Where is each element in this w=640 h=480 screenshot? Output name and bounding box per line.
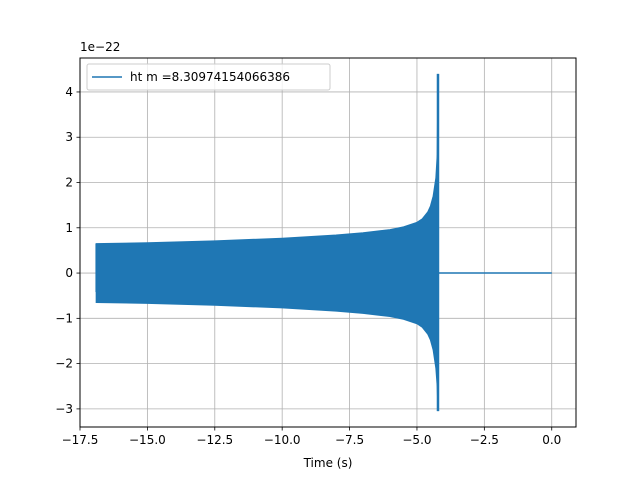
x-tick-label: −2.5 <box>470 433 499 447</box>
x-tick-label: 0.0 <box>542 433 561 447</box>
x-tick-label: −17.5 <box>62 433 99 447</box>
y-tick-label: −1 <box>55 311 73 325</box>
y-tick-label: −2 <box>55 357 73 371</box>
series-layer <box>95 73 552 412</box>
y-offset-label: 1e−22 <box>80 40 120 54</box>
x-tick-label: −12.5 <box>196 433 233 447</box>
axes-frame <box>79 57 577 428</box>
y-tick-label: 0 <box>65 266 73 280</box>
legend-label: ht m =8.30974154066386 <box>130 70 290 84</box>
ticks: −17.5 −15.0 −12.5 −10.0 −7.5 −5.0 −2.5 0.0 −3 −2 −… <box>55 85 561 447</box>
x-axis-label: Time (s) <box>303 456 353 470</box>
x-tick-label: −7.5 <box>335 433 364 447</box>
x-tick-label: −10.0 <box>264 433 301 447</box>
y-tick-label: 1 <box>65 221 73 235</box>
y-tick-label: 2 <box>65 176 73 190</box>
legend: ht m =8.30974154066386 <box>86 63 331 91</box>
x-tick-label: −15.0 <box>129 433 166 447</box>
y-tick-label: −3 <box>55 402 73 416</box>
y-tick-label: 3 <box>65 130 73 144</box>
y-tick-label: 4 <box>65 85 73 99</box>
legend-box <box>86 63 331 91</box>
x-tick-label: −5.0 <box>402 433 431 447</box>
